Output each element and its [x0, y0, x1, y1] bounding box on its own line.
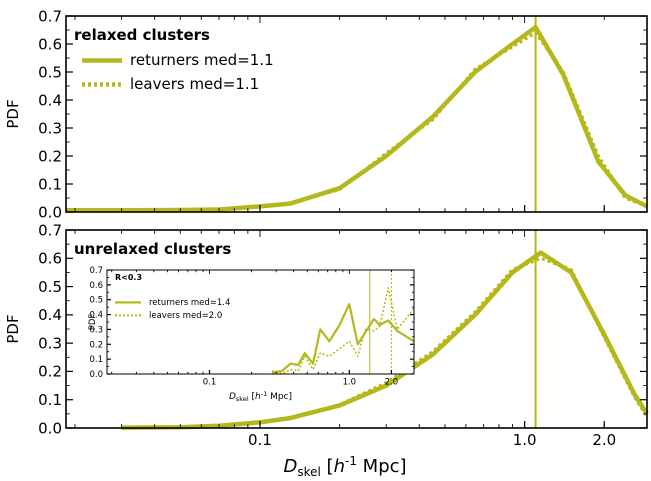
series-line-returners — [271, 303, 415, 374]
legend-label: returners med=1.1 — [130, 51, 274, 69]
y-tick-label: 0.3 — [89, 325, 103, 335]
y-tick-label: 0.4 — [89, 311, 103, 321]
y-tick-label: 0.3 — [38, 334, 62, 352]
x-axis-label-unit-open: [ — [321, 456, 334, 477]
x-axis-label-unit-exp: -1 — [345, 454, 357, 468]
y-tick-label: 0.4 — [38, 91, 62, 109]
panel-inset: 0.0 0.1 0.2 0.3 0.4 0.5 0.6 0.7 0.1 1.0 2.0 PDF R<0.… — [88, 266, 415, 403]
legend-label: leavers med=2.0 — [149, 311, 222, 321]
plot-area — [107, 270, 414, 374]
inset-x-axis-label-part: -1 — [261, 390, 267, 398]
y-tick-label: 0.2 — [38, 147, 62, 165]
inset-x-axis-label-part: h — [255, 392, 261, 402]
panel-title: R<0.3 — [115, 273, 142, 282]
y-tick-label: 0.1 — [38, 175, 62, 193]
y-tick-label: 0.5 — [38, 63, 62, 81]
x-axis-label-unit-close: Mpc] — [357, 456, 407, 477]
x-axis-label-main: D — [283, 456, 297, 477]
y-tick-label: 0.4 — [38, 306, 62, 324]
y-tick-label: 0.1 — [38, 391, 62, 409]
y-tick-label: 0.2 — [89, 340, 103, 350]
y-axis-label: PDF — [4, 314, 22, 343]
plot-area — [66, 16, 647, 212]
y-tick-label: 0.0 — [38, 419, 62, 437]
x-tick-label: 1.0 — [513, 431, 537, 449]
inset-x-axis-label-part: Mpc] — [267, 392, 292, 402]
y-tick-label: 0.0 — [38, 203, 62, 221]
y-tick-label: 0.7 — [38, 7, 62, 25]
y-tick-label: 0.5 — [38, 278, 62, 296]
y-tick-label: 0.6 — [89, 281, 103, 291]
x-tick-label: 2.0 — [385, 378, 399, 388]
y-tick-label: 0.2 — [38, 363, 62, 381]
inset-x-axis-label-part: D — [229, 392, 236, 402]
x-tick-label: 0.1 — [203, 378, 217, 388]
series-line-leavers — [271, 287, 415, 375]
x-tick-label: 1.0 — [343, 378, 357, 388]
inset-x-axis-label-part: skel — [236, 395, 249, 403]
inset-x-axis-label-part: [ — [249, 392, 255, 402]
y-axis-label: PDF — [88, 314, 98, 331]
legend-label: returners med=1.4 — [149, 298, 230, 308]
x-axis-label-unit-h: h — [334, 456, 345, 477]
y-tick-label: 0.0 — [89, 370, 103, 380]
panel-title: unrelaxed clusters — [74, 240, 231, 258]
y-tick-label: 0.7 — [89, 266, 103, 276]
panel-title: relaxed clusters — [74, 26, 210, 44]
legend-label: leavers med=1.1 — [130, 75, 259, 93]
y-tick-label: 0.5 — [89, 296, 103, 306]
y-tick-label: 0.6 — [38, 35, 62, 53]
y-tick-label: 0.1 — [89, 355, 103, 365]
x-axis-label-sub: skel — [297, 465, 321, 479]
x-axis-label: Dskel [h-1 Mpc] — [283, 454, 406, 479]
y-tick-label: 0.6 — [38, 250, 62, 268]
series-line-leavers — [65, 31, 648, 213]
x-tick-label: 2.0 — [592, 431, 616, 449]
inset-x-axis-label: Dskel [h-1 Mpc] — [229, 390, 292, 403]
y-axis-label: PDF — [4, 99, 22, 128]
x-tick-label: 0.1 — [248, 431, 272, 449]
y-tick-label: 0.3 — [38, 119, 62, 137]
y-tick-label: 0.7 — [38, 221, 62, 239]
panel-relaxed: 0.0 0.1 0.2 0.3 0.4 0.5 0.6 0.7 PDF relaxed clust… — [4, 7, 649, 221]
